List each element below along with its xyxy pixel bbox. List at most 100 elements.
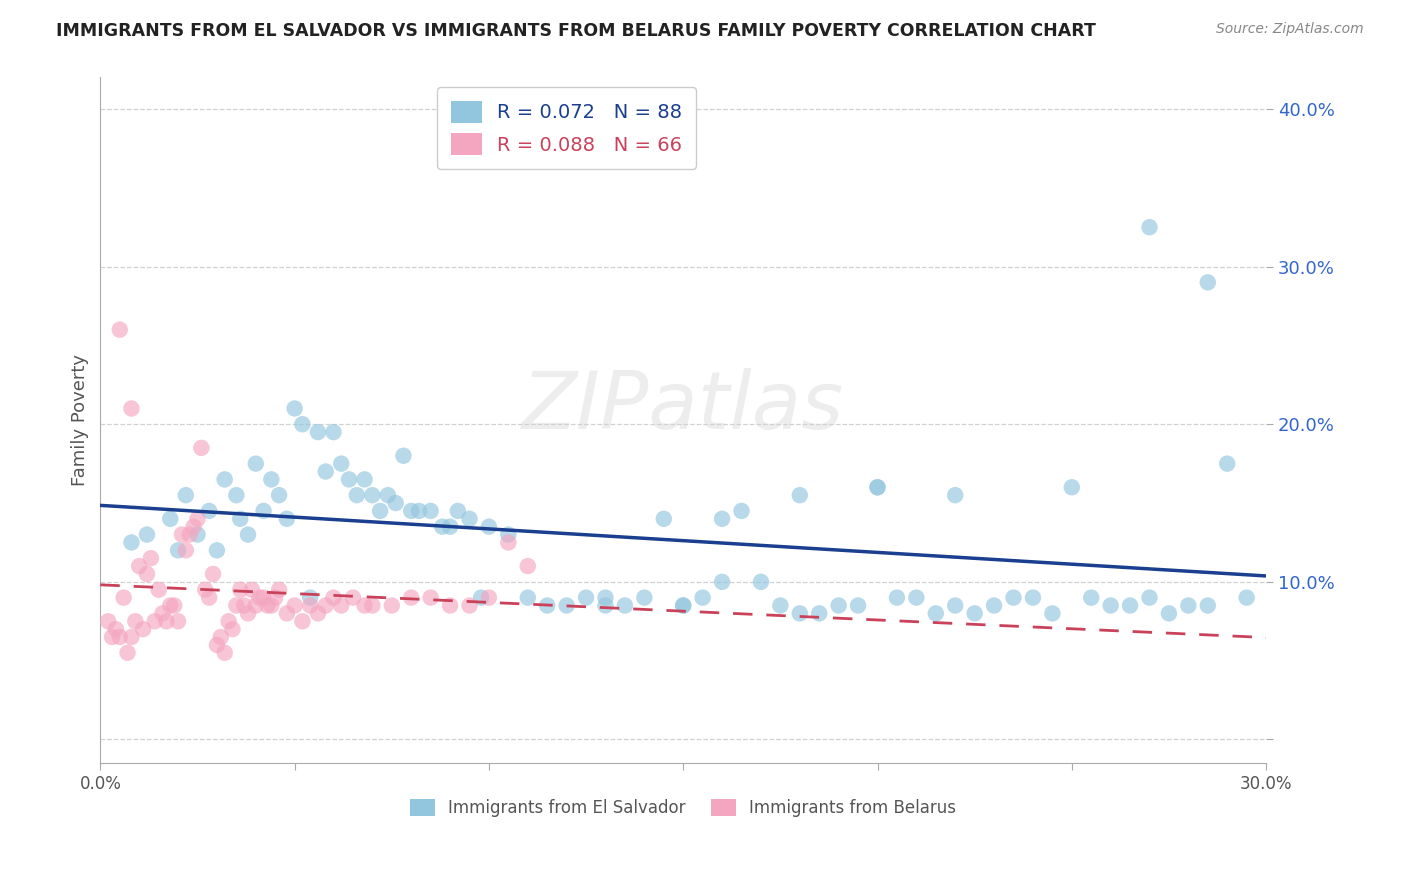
Point (167, 614, 190, 628)
Point (555, 599, 578, 613)
Point (218, 614, 240, 628)
Point (384, 496, 406, 510)
Point (330, 457, 353, 471)
Point (322, 425, 344, 439)
Point (419, 504, 441, 518)
Point (361, 599, 384, 613)
Point (139, 551, 162, 566)
Point (260, 472, 283, 486)
Point (124, 614, 146, 628)
Point (439, 599, 461, 613)
Point (276, 512, 298, 526)
Point (595, 599, 617, 613)
Point (276, 607, 298, 621)
Point (672, 599, 695, 613)
Point (198, 591, 221, 605)
Point (240, 582, 263, 597)
Point (652, 512, 675, 526)
Point (152, 607, 174, 621)
Point (478, 519, 501, 533)
Legend: Immigrants from El Salvador, Immigrants from Belarus: Immigrants from El Salvador, Immigrants … (404, 792, 963, 823)
Point (136, 566, 159, 581)
Point (498, 535, 520, 549)
Point (353, 599, 375, 613)
Point (260, 599, 283, 613)
Point (447, 504, 470, 518)
Point (120, 630, 142, 644)
Text: Source: ZipAtlas.com: Source: ZipAtlas.com (1216, 22, 1364, 37)
Point (672, 599, 695, 613)
Point (284, 599, 307, 613)
Point (186, 527, 208, 541)
Point (478, 591, 501, 605)
Point (163, 599, 186, 613)
Point (202, 566, 225, 581)
Point (432, 519, 454, 533)
Point (194, 582, 217, 597)
Point (342, 591, 364, 605)
Point (1197, 276, 1219, 290)
Point (136, 527, 159, 541)
Point (536, 599, 558, 613)
Point (575, 591, 598, 605)
Point (245, 599, 267, 613)
Point (307, 607, 329, 621)
Point (112, 591, 135, 605)
Point (1139, 220, 1161, 235)
Point (1119, 599, 1142, 613)
Point (299, 591, 322, 605)
Point (190, 441, 212, 455)
Point (1216, 457, 1239, 471)
Point (613, 599, 636, 613)
Point (291, 417, 314, 432)
Point (225, 599, 247, 613)
Point (789, 488, 811, 502)
Point (595, 591, 617, 605)
Point (925, 607, 948, 621)
Point (225, 488, 247, 502)
Point (205, 543, 228, 558)
Point (229, 512, 252, 526)
Point (245, 457, 267, 471)
Point (439, 519, 461, 533)
Point (117, 646, 139, 660)
Point (1099, 599, 1122, 613)
Point (749, 574, 772, 589)
Point (159, 512, 181, 526)
Point (458, 599, 481, 613)
Point (711, 512, 734, 526)
Point (1139, 591, 1161, 605)
Point (983, 599, 1005, 613)
Point (269, 582, 291, 597)
Point (155, 614, 177, 628)
Point (256, 599, 278, 613)
Point (381, 599, 404, 613)
Point (307, 425, 329, 439)
Point (249, 591, 271, 605)
Point (1157, 607, 1180, 621)
Point (353, 472, 375, 486)
Point (214, 472, 236, 486)
Point (101, 630, 124, 644)
Point (252, 504, 274, 518)
Point (132, 622, 155, 636)
Point (183, 519, 205, 533)
Point (315, 465, 337, 479)
Point (322, 591, 344, 605)
Point (1060, 480, 1083, 494)
Point (711, 574, 734, 589)
Point (769, 599, 792, 613)
Point (252, 591, 274, 605)
Point (120, 401, 142, 416)
Point (827, 599, 849, 613)
Point (269, 488, 291, 502)
Point (943, 599, 966, 613)
Point (368, 504, 391, 518)
Point (399, 504, 422, 518)
Point (233, 599, 256, 613)
Point (1197, 599, 1219, 613)
Point (458, 512, 481, 526)
Point (963, 607, 986, 621)
Point (186, 512, 208, 526)
Point (943, 488, 966, 502)
